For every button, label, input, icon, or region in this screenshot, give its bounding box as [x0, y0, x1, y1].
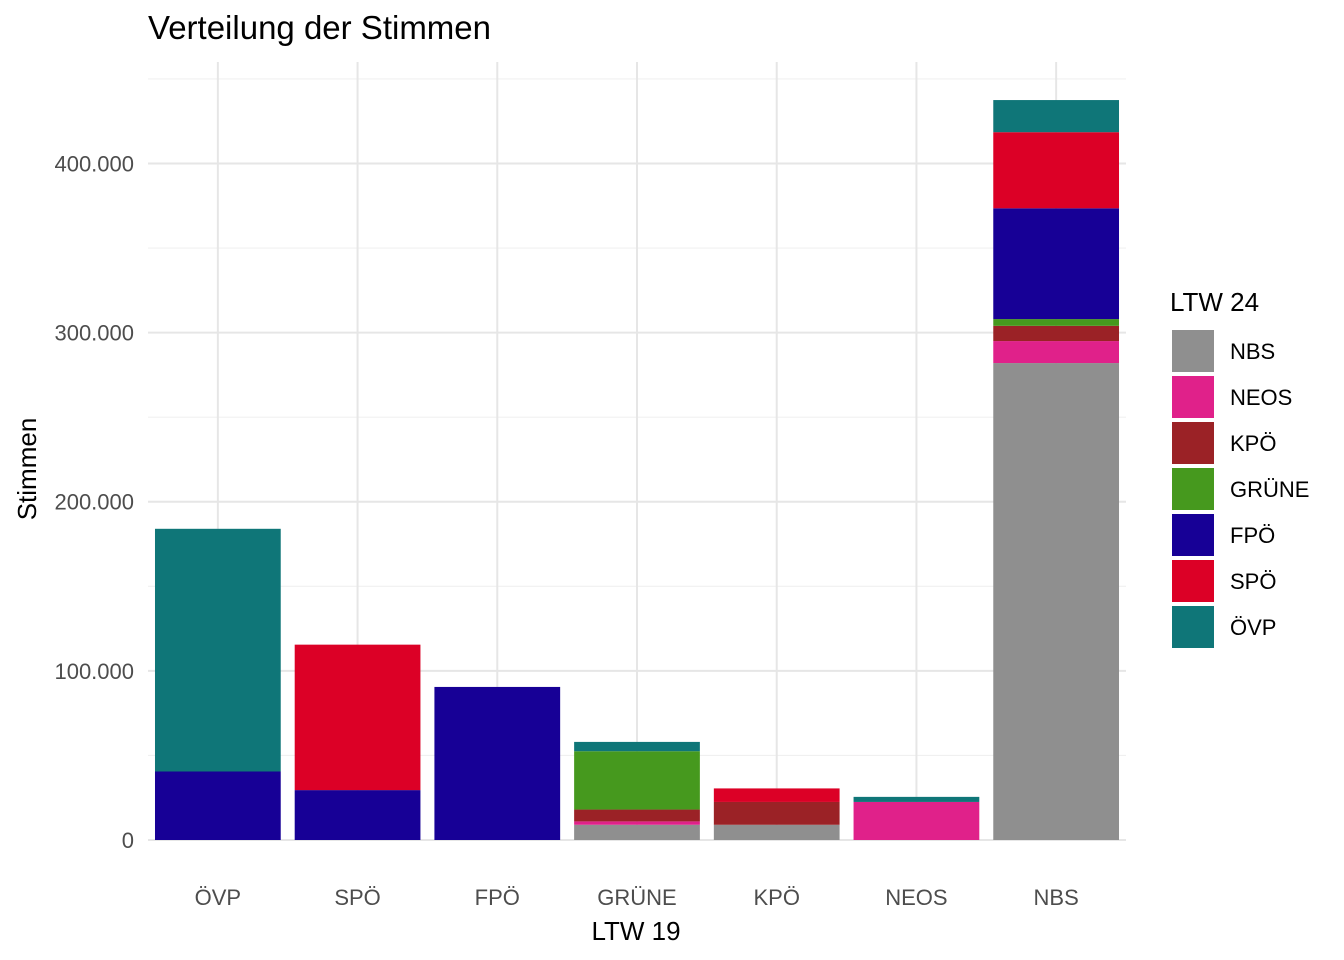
legend-swatch: [1172, 330, 1214, 372]
y-tick-label: 0: [122, 828, 134, 853]
legend-swatch: [1172, 468, 1214, 510]
bar-segment: [574, 809, 700, 822]
x-tick-label: SPÖ: [334, 885, 380, 910]
x-tick-label: ÖVP: [195, 885, 241, 910]
bar-segment: [713, 801, 840, 825]
x-tick-label: GRÜNE: [597, 885, 676, 910]
bar-segment: [993, 325, 1120, 342]
y-tick-label: 200.000: [54, 490, 134, 515]
legend-label: ÖVP: [1230, 615, 1276, 640]
x-tick-labels: ÖVP SPÖ FPÖ GRÜNE KPÖ NEOS NBS: [195, 885, 1079, 910]
y-tick-labels: 0 100.000 200.000 300.000 400.000: [54, 151, 134, 853]
legend-label: FPÖ: [1230, 523, 1275, 548]
bar-segment: [993, 319, 1120, 326]
x-tick-label: NBS: [1034, 885, 1079, 910]
bar-segment: [434, 686, 561, 840]
x-tick-label: KPÖ: [753, 885, 799, 910]
legend-swatch: [1172, 606, 1214, 648]
legend: LTW 24 NBS NEOS KPÖ GRÜNE FPÖ SPÖ ÖVP: [1170, 287, 1309, 648]
legend-swatch: [1172, 514, 1214, 556]
bar-segment: [993, 208, 1120, 320]
y-tick-label: 300.000: [54, 321, 134, 346]
legend-label: GRÜNE: [1230, 477, 1309, 502]
bar-segment: [993, 132, 1120, 209]
bar-segment: [574, 824, 700, 840]
bar-segment: [713, 788, 840, 802]
bar-segment: [853, 796, 980, 802]
bar-segment: [574, 751, 700, 810]
y-tick-label: 400.000: [54, 151, 134, 176]
bar-segment: [853, 801, 980, 840]
bar-segment: [294, 644, 421, 791]
bar-segment: [574, 821, 700, 825]
bar-segment: [154, 528, 281, 772]
x-tick-label: NEOS: [885, 885, 947, 910]
chart-title: Verteilung der Stimmen: [148, 9, 491, 46]
legend-label: NBS: [1230, 339, 1275, 364]
legend-label: NEOS: [1230, 385, 1292, 410]
legend-swatch: [1172, 376, 1214, 418]
bar-segment: [993, 341, 1120, 364]
bar-segment: [993, 100, 1120, 133]
legend-swatch: [1172, 560, 1214, 602]
bar-segment: [713, 824, 840, 840]
bar-segment: [294, 790, 421, 840]
y-axis-title: Stimmen: [12, 418, 42, 521]
bar-segment: [574, 741, 700, 752]
y-tick-label: 100.000: [54, 659, 134, 684]
legend-label: SPÖ: [1230, 569, 1276, 594]
x-tick-label: FPÖ: [475, 885, 520, 910]
bar-segment: [993, 363, 1120, 840]
x-axis-title: LTW 19: [591, 916, 680, 946]
bars: [154, 100, 1120, 840]
legend-title: LTW 24: [1170, 287, 1259, 317]
legend-swatch: [1172, 422, 1214, 464]
legend-label: KPÖ: [1230, 431, 1276, 456]
bar-segment: [154, 771, 281, 840]
